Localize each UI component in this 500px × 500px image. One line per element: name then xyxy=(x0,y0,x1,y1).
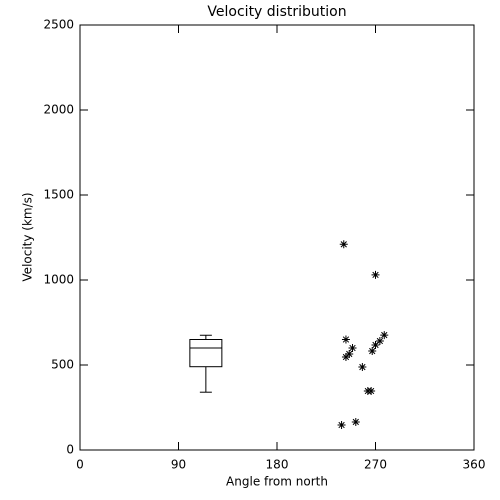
x-tick-label: 270 xyxy=(364,458,387,472)
x-tick-label: 90 xyxy=(171,458,186,472)
point xyxy=(341,353,350,362)
point xyxy=(339,240,348,249)
x-tick-label: 0 xyxy=(76,458,84,472)
plot-frame xyxy=(79,24,475,451)
point xyxy=(367,387,376,396)
point xyxy=(358,363,367,372)
point xyxy=(351,417,360,426)
point xyxy=(371,340,380,349)
point xyxy=(380,331,389,340)
y-tick-label: 2500 xyxy=(43,18,74,32)
point xyxy=(368,347,377,356)
point xyxy=(345,349,354,358)
point xyxy=(341,335,350,344)
x-axis-label: Angle from north xyxy=(226,475,328,489)
y-tick-label: 0 xyxy=(66,443,74,457)
x-tick-label: 360 xyxy=(463,458,486,472)
y-tick-label: 1500 xyxy=(43,188,74,202)
point xyxy=(371,270,380,279)
point xyxy=(337,421,346,430)
point xyxy=(375,337,384,346)
y-tick-label: 2000 xyxy=(43,103,74,117)
x-tick-label: 180 xyxy=(266,458,289,472)
point xyxy=(348,344,357,352)
y-tick-label: 500 xyxy=(51,358,74,372)
chart-title: Velocity distribution xyxy=(207,4,346,20)
y-axis-label: Velocity (km/s) xyxy=(21,192,35,281)
y-tick-label: 1000 xyxy=(43,273,74,287)
box xyxy=(189,339,223,368)
